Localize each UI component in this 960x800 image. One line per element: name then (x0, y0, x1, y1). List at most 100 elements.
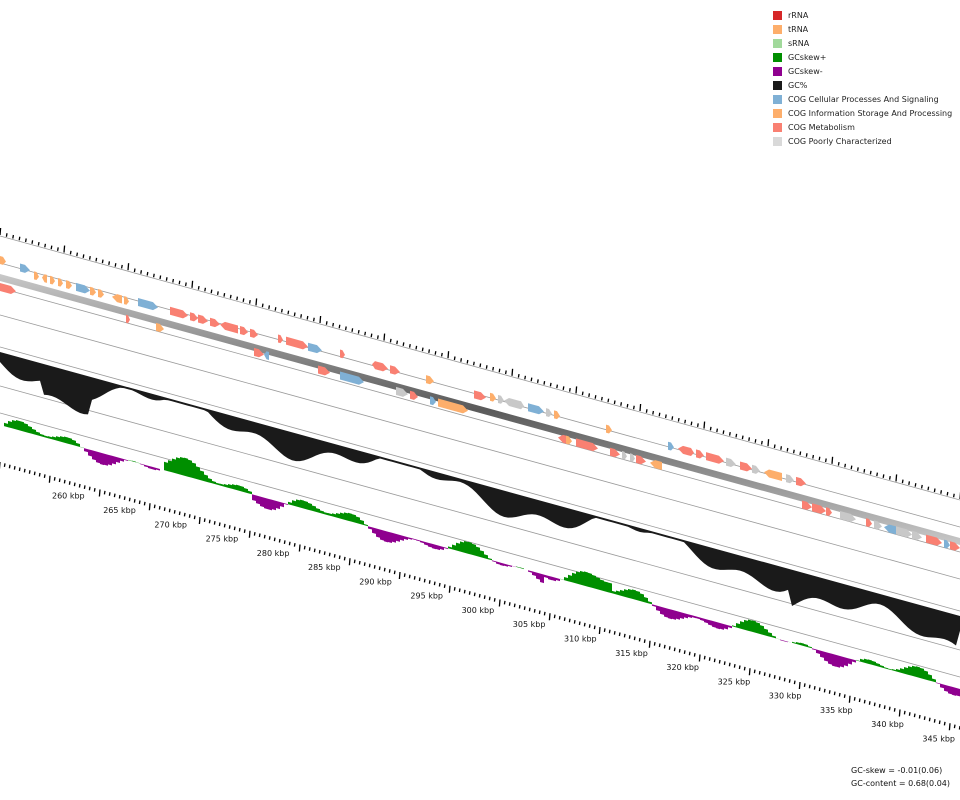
gc-skew-bar (404, 536, 408, 540)
ruler-tick (948, 723, 951, 731)
scale-tick (530, 377, 533, 382)
gc-skew-bar (156, 467, 160, 471)
gc-skew-bar (728, 625, 732, 629)
ruler-label: 330 kbp (769, 692, 802, 701)
ruler-tick (378, 566, 381, 571)
gc-skew-stat: GC-skew = -0.01(0.06) (851, 766, 943, 775)
ruler-tick (243, 529, 246, 533)
scale-tick (780, 446, 783, 450)
gene-arrow (866, 518, 872, 527)
scale-tick (946, 491, 949, 496)
ruler-tick (233, 526, 236, 531)
gene-arrow (896, 526, 912, 538)
gene-arrow (518, 400, 524, 410)
ruler-tick (18, 467, 21, 472)
scale-tick (831, 456, 834, 464)
gene-arrow (688, 447, 694, 457)
gc-skew-bar (880, 665, 884, 669)
gene-arrow (34, 271, 39, 281)
scale-tick (716, 428, 719, 433)
gc-skew-bar (812, 648, 816, 651)
ruler-label: 305 kbp (513, 620, 546, 629)
ruler-tick (433, 581, 436, 586)
scale-tick (274, 307, 277, 311)
scale-tick (799, 451, 802, 456)
scale-tick (63, 245, 66, 253)
gc-skew-bar (296, 499, 300, 508)
scale-tick (127, 263, 130, 271)
gc-skew-bar (672, 609, 676, 620)
gc-skew-bar (900, 668, 904, 674)
ruler-tick (878, 703, 881, 708)
gc-skew-bar (720, 623, 724, 630)
ruler-tick (193, 515, 196, 520)
gc-skew-bar (768, 632, 772, 638)
legend-item-gcskew-minus: GCskew- (773, 64, 952, 78)
legend-item-srna: sRNA (773, 36, 952, 50)
gc-skew-bar (40, 433, 44, 438)
ruler-tick (468, 591, 471, 595)
scale-tick (108, 261, 111, 266)
gc-skew-bar (396, 533, 400, 542)
gc-skew-bar (352, 514, 356, 523)
ruler-tick (498, 599, 501, 607)
ruler-tick (693, 653, 696, 657)
ruler-tick (488, 596, 491, 601)
ruler-tick (413, 576, 416, 580)
ruler-tick (638, 637, 641, 642)
scale-tick (319, 315, 322, 324)
gc-skew-bar (704, 618, 708, 624)
ruler-tick (38, 472, 41, 477)
gene-arrow (554, 410, 560, 420)
gene-arrow (264, 351, 269, 360)
gc-skew-bar (652, 604, 656, 607)
gc-skew-bar (4, 422, 8, 428)
ruler-tick (308, 547, 311, 551)
gc-skew-bar (92, 450, 96, 461)
ruler-tick (553, 614, 556, 619)
gc-skew-bar (676, 610, 680, 620)
gc-skew-bar (640, 593, 644, 603)
gene-arrow (318, 365, 330, 376)
ruler-tick (168, 508, 171, 513)
ruler-tick (778, 676, 781, 681)
ruler-tick (568, 618, 571, 623)
ruler-tick (883, 705, 886, 709)
gc-skew-bar (808, 646, 812, 649)
ruler-tick (133, 499, 136, 503)
ruler-tick (368, 563, 371, 568)
ruler-tick (153, 504, 156, 509)
ruler-tick (323, 551, 326, 555)
gc-skew-bar (364, 523, 368, 527)
gc-skew-bar (920, 667, 924, 680)
gc-skew-bar (628, 588, 632, 599)
scale-tick (652, 410, 655, 415)
ruler-tick (528, 607, 531, 612)
legend-swatch (773, 66, 782, 76)
ruler-tick (13, 466, 16, 470)
gc-skew-bar (888, 668, 892, 671)
gene-arrow (678, 445, 688, 456)
gc-skew-bar (232, 484, 236, 490)
scale-tick (421, 347, 424, 352)
gene-arrow (438, 398, 468, 414)
gc-skew-bar (464, 541, 468, 554)
ruler-tick (503, 600, 506, 605)
ruler-tick (263, 534, 266, 539)
gc-skew-bar (392, 532, 396, 543)
gc-skew-bar (912, 665, 916, 677)
scale-tick (344, 326, 347, 331)
gc-skew-bar (68, 437, 72, 445)
gene-arrow (740, 461, 752, 472)
legend-swatch (773, 24, 782, 34)
gene-arrow (566, 435, 572, 445)
scale-tick (216, 291, 219, 295)
legend-label: GCskew+ (788, 52, 827, 62)
ruler-tick (393, 570, 396, 575)
gene-arrow (528, 403, 544, 415)
scale-tick (300, 314, 303, 318)
ruler-tick (223, 523, 226, 528)
gc-skew-bar (908, 666, 912, 676)
track-line (0, 346, 960, 612)
scale-tick (338, 324, 341, 329)
